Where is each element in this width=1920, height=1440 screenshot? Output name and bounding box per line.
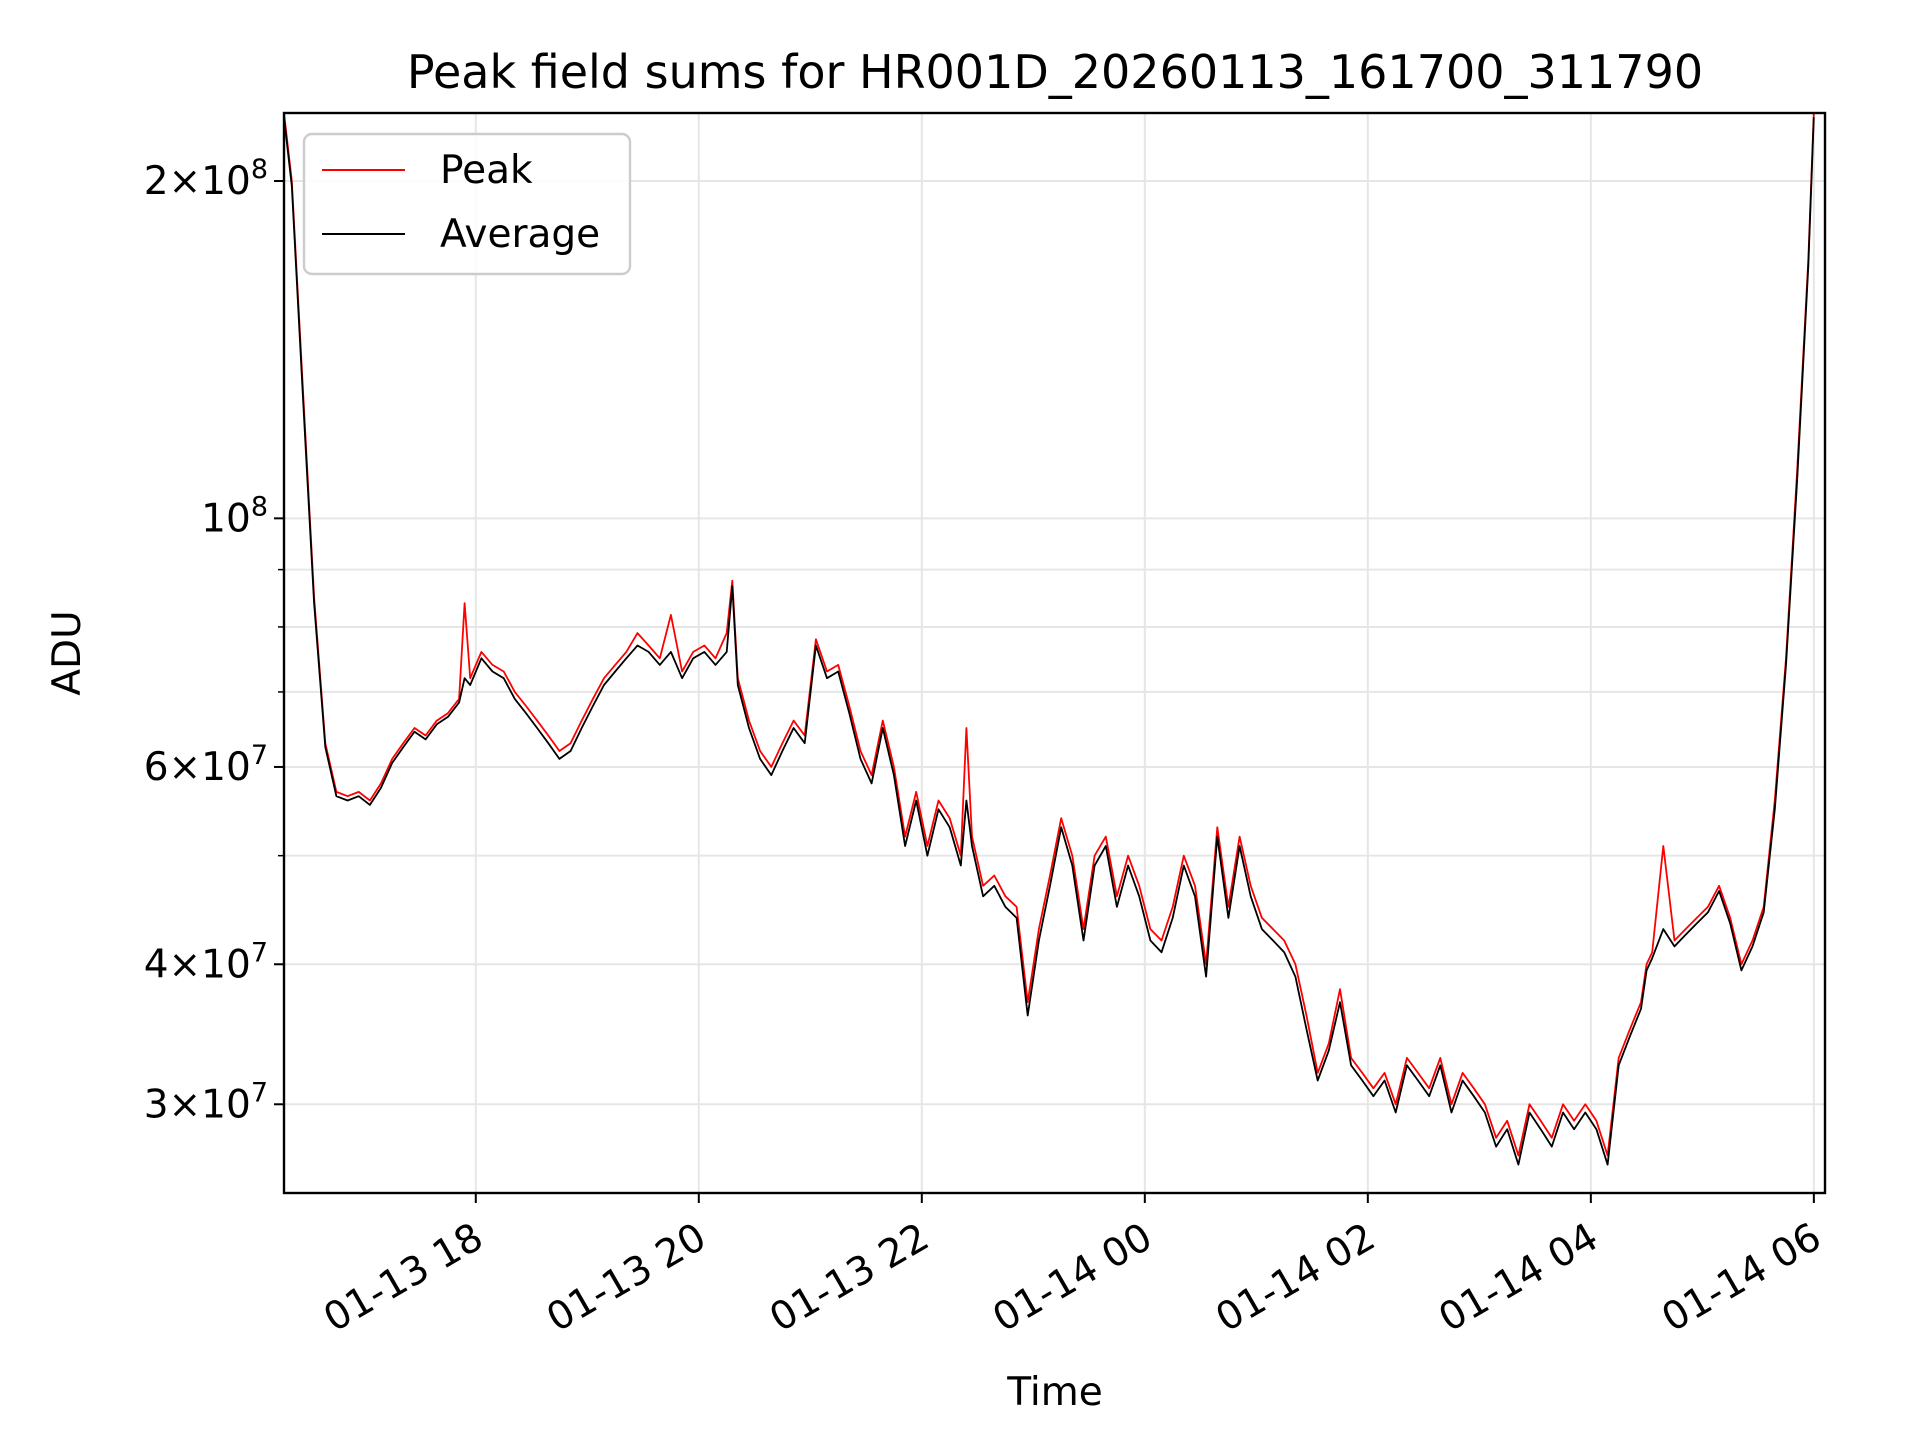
series-line-peak [284, 113, 1815, 1157]
grid [284, 113, 1825, 1193]
series-line-average [284, 117, 1815, 1166]
plot-frame [282, 111, 1827, 1195]
legend-label-average: Average [440, 212, 600, 257]
series-layer [284, 113, 1815, 1166]
x-axis-label: Time [1006, 1370, 1102, 1415]
y-tick-label: 4×107 [144, 937, 268, 987]
legend: Peak Average [302, 132, 632, 276]
y-tick-label: 108 [201, 491, 268, 541]
y-tick-label: 6×107 [144, 740, 268, 790]
y-axis: 3×107 4×107 6×107 108 2×108 [144, 154, 284, 1127]
y-axis-label: ADU [45, 610, 90, 695]
y-tick-label: 3×107 [144, 1077, 268, 1127]
legend-label-peak: Peak [440, 148, 533, 193]
y-tick-label: 2×108 [144, 154, 268, 204]
chart-title: Peak field sums for HR001D_20260113_1617… [407, 45, 1703, 99]
